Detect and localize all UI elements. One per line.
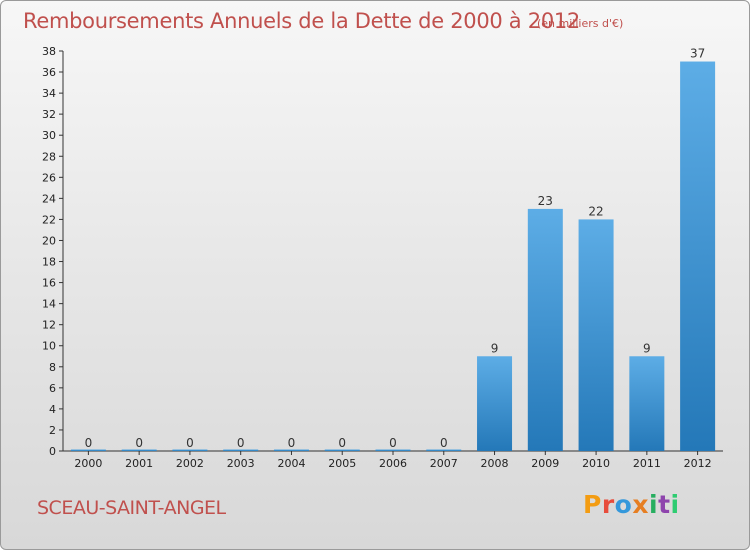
y-tick-label: 12 bbox=[42, 319, 56, 332]
x-tick-label: 2002 bbox=[176, 457, 204, 470]
x-tick-label: 2011 bbox=[633, 457, 661, 470]
data-label-2011: 9 bbox=[643, 341, 651, 355]
data-label-2005: 0 bbox=[338, 436, 346, 450]
y-tick-label: 10 bbox=[42, 340, 56, 353]
x-tick-label: 2006 bbox=[379, 457, 407, 470]
chart-unit: (en milliers d'€) bbox=[537, 17, 624, 30]
y-tick-label: 4 bbox=[49, 403, 56, 416]
data-label-2001: 0 bbox=[135, 436, 143, 450]
logo-letter: i bbox=[670, 490, 680, 519]
data-label-2002: 0 bbox=[186, 436, 194, 450]
x-tick-label: 2001 bbox=[125, 457, 153, 470]
y-tick-label: 0 bbox=[49, 445, 56, 458]
y-tick-label: 26 bbox=[42, 171, 56, 184]
logo-letter: x bbox=[632, 490, 649, 519]
y-tick-label: 16 bbox=[42, 277, 56, 290]
data-label-2003: 0 bbox=[237, 436, 245, 450]
commune-name: SCEAU-SAINT-ANGEL bbox=[37, 497, 226, 519]
bar-2005 bbox=[324, 449, 360, 451]
y-tick-label: 6 bbox=[49, 382, 56, 395]
x-tick-label: 2012 bbox=[684, 457, 712, 470]
x-tick-label: 2007 bbox=[430, 457, 458, 470]
bar-2008 bbox=[477, 356, 513, 451]
proxiti-logo: Proxiti bbox=[583, 490, 680, 519]
bar-2012 bbox=[680, 61, 716, 452]
y-tick-label: 28 bbox=[42, 150, 56, 163]
bar-2003 bbox=[223, 449, 259, 451]
data-label-2000: 0 bbox=[85, 436, 93, 450]
y-tick-label: 32 bbox=[42, 108, 56, 121]
y-tick-label: 22 bbox=[42, 213, 56, 226]
y-tick-label: 24 bbox=[42, 192, 56, 205]
data-label-2010: 22 bbox=[588, 204, 603, 218]
bar-2009 bbox=[527, 208, 563, 451]
x-tick-label: 2003 bbox=[227, 457, 255, 470]
bar-2002 bbox=[172, 449, 208, 451]
data-label-2009: 23 bbox=[538, 194, 553, 208]
y-tick-label: 36 bbox=[42, 66, 56, 79]
bar-2010 bbox=[578, 219, 614, 451]
y-tick-label: 2 bbox=[49, 424, 56, 437]
y-tick-label: 34 bbox=[42, 87, 56, 100]
x-tick-label: 2009 bbox=[531, 457, 559, 470]
y-tick-label: 30 bbox=[42, 129, 56, 142]
bar-2006 bbox=[375, 449, 411, 451]
chart-title: Remboursements Annuels de la Dette de 20… bbox=[23, 9, 580, 33]
logo-letter: P bbox=[583, 490, 602, 519]
logo-letter: t bbox=[658, 490, 671, 519]
y-tick-label: 14 bbox=[42, 298, 56, 311]
y-tick-label: 18 bbox=[42, 256, 56, 269]
logo-letter: r bbox=[601, 490, 615, 519]
y-tick-label: 8 bbox=[49, 361, 56, 374]
logo-letter: i bbox=[649, 490, 659, 519]
x-tick-label: 2008 bbox=[481, 457, 509, 470]
logo-letter: o bbox=[614, 490, 633, 519]
bar-2011 bbox=[629, 356, 665, 451]
data-label-2008: 9 bbox=[491, 341, 499, 355]
bar-2000 bbox=[70, 449, 106, 451]
data-label-2012: 37 bbox=[690, 47, 705, 61]
y-tick-label: 38 bbox=[42, 45, 56, 58]
x-tick-label: 2005 bbox=[328, 457, 356, 470]
data-label-2006: 0 bbox=[389, 436, 397, 450]
y-tick-label: 20 bbox=[42, 234, 56, 247]
bar-2001 bbox=[121, 449, 157, 451]
data-label-2004: 0 bbox=[288, 436, 296, 450]
bar-2007 bbox=[426, 449, 462, 451]
data-label-2007: 0 bbox=[440, 436, 448, 450]
bar-2004 bbox=[273, 449, 309, 451]
x-tick-label: 2004 bbox=[277, 457, 305, 470]
x-tick-label: 2000 bbox=[74, 457, 102, 470]
x-tick-label: 2010 bbox=[582, 457, 610, 470]
